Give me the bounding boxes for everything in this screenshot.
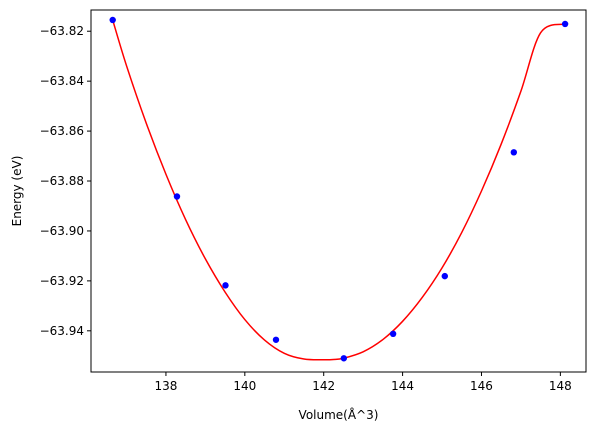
axes-frame xyxy=(90,9,587,373)
y-tick-label: −63.82 xyxy=(40,24,84,38)
y-axis-label: Energy (eV) xyxy=(10,156,24,227)
y-tick-label: −63.92 xyxy=(40,274,84,288)
plot-area xyxy=(109,16,569,362)
data-point xyxy=(510,149,518,156)
data-point xyxy=(272,336,280,343)
x-tick-label: 148 xyxy=(549,379,572,393)
y-axis: −63.82 −63.84 −63.86 −63.88 −63.90 −63.92 −63.… xyxy=(40,24,91,338)
y-tick-label: −63.86 xyxy=(40,124,84,138)
data-point xyxy=(340,355,348,362)
y-tick-label: −63.90 xyxy=(40,224,84,238)
x-tick-label: 146 xyxy=(470,379,493,393)
data-point xyxy=(441,272,448,280)
y-tick-label: −63.88 xyxy=(40,174,84,188)
x-tick-label: 144 xyxy=(391,379,414,393)
data-point xyxy=(173,193,181,200)
x-tick-label: 140 xyxy=(233,379,256,393)
x-tick-label: 138 xyxy=(154,379,177,393)
data-point xyxy=(561,20,569,28)
y-tick-label: −63.84 xyxy=(40,74,84,88)
y-tick-label: −63.94 xyxy=(40,324,84,338)
data-point xyxy=(222,282,229,289)
data-point xyxy=(109,16,116,24)
fit-curve xyxy=(111,19,566,361)
x-axis-label: Volume(Å^3) xyxy=(299,407,379,422)
x-tick-label: 142 xyxy=(312,379,335,393)
data-point xyxy=(389,330,397,338)
x-axis: 138 140 142 144 146 148 xyxy=(154,372,572,393)
